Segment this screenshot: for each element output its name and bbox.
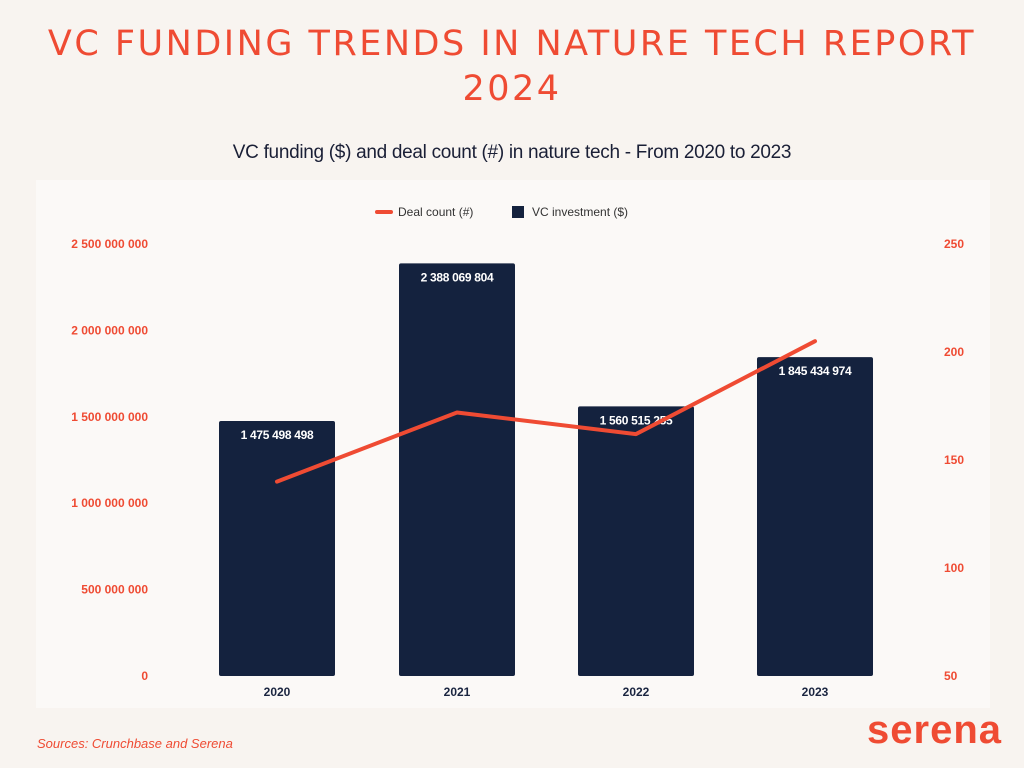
line-deal-count: [275, 339, 817, 484]
legend-label-vc-investment: VC investment ($): [532, 205, 628, 219]
bar-vc-investment: [399, 263, 515, 676]
legend-bar-swatch: [512, 206, 524, 218]
x-axis-tick: 2020: [264, 685, 291, 699]
sources-note: Sources: Crunchbase and Serena: [37, 736, 233, 751]
right-axis-tick: 150: [944, 453, 964, 467]
combo-chart: 0 500 000 000 1 000 000 000 1 500 000 000 2 …: [71, 205, 964, 699]
x-axis-tick: 2021: [444, 685, 471, 699]
bar-data-label: 1 475 498 498: [241, 428, 314, 442]
chart-subtitle: VC funding ($) and deal count (#) in nat…: [232, 142, 792, 163]
left-axis-tick: 1 500 000 000: [71, 410, 148, 424]
right-axis-tick: 50: [944, 669, 958, 683]
bar-vc-investment: [219, 421, 335, 676]
x-axis-tick: 2023: [802, 685, 829, 699]
left-axis-tick: 2 000 000 000: [71, 323, 148, 337]
page-title: VC FUNDING TRENDS IN NATURE TECH REPORT …: [47, 24, 977, 109]
legend-label-deal-count: Deal count (#): [398, 205, 473, 219]
left-axis-tick: 0: [141, 669, 148, 683]
bar-data-label: 2 388 069 804: [421, 270, 494, 284]
left-axis-tick: 1 000 000 000: [71, 496, 148, 510]
right-axis-tick: 200: [944, 345, 964, 359]
x-axis-tick: 2022: [623, 685, 650, 699]
serena-logo: serena: [867, 708, 1002, 752]
bar-vc-investment: [757, 357, 873, 676]
right-axis-tick: 100: [944, 561, 964, 575]
left-axis-tick: 500 000 000: [81, 583, 148, 597]
right-axis-tick: 250: [944, 237, 964, 251]
bar-vc-investment: [578, 406, 694, 676]
chart-panel: 0 500 000 000 1 000 000 000 1 500 000 000 2 …: [36, 180, 990, 708]
left-axis-tick: 2 500 000 000: [71, 237, 148, 251]
bar-data-label: 1 845 434 974: [779, 364, 852, 378]
